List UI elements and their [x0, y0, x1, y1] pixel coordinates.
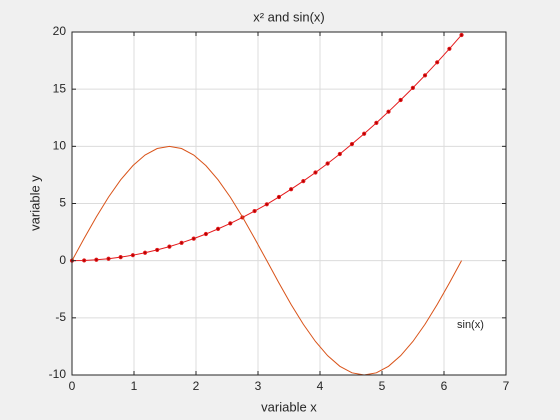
marker — [142, 250, 148, 255]
marker — [349, 141, 355, 147]
marker — [155, 247, 160, 253]
marker — [289, 187, 294, 192]
x-tick-label: 0 — [69, 379, 76, 393]
marker — [264, 202, 269, 207]
x-tick-label: 4 — [317, 379, 324, 393]
marker — [215, 226, 221, 231]
x-tick-label: 7 — [503, 379, 510, 393]
marker — [447, 46, 452, 51]
x-tick-label: 5 — [379, 379, 386, 393]
marker — [167, 244, 172, 249]
y-tick-label: 0 — [59, 253, 66, 267]
marker — [228, 221, 233, 226]
x-tick-label: 2 — [193, 379, 200, 393]
x-axis-label: variable x — [261, 399, 317, 414]
x-tick-label: 6 — [441, 379, 448, 393]
marker — [362, 131, 367, 136]
marker — [386, 109, 391, 114]
y-tick-label: 5 — [59, 196, 66, 210]
marker — [191, 236, 196, 241]
marker — [301, 178, 306, 184]
marker — [398, 97, 403, 103]
y-tick-label: -5 — [55, 310, 66, 324]
marker — [130, 253, 135, 258]
marker — [94, 257, 99, 262]
marker — [435, 60, 440, 65]
y-axis-label: variable y — [27, 175, 42, 231]
marker — [313, 170, 318, 175]
marks — [69, 32, 464, 376]
chart-title: x² and sin(x) — [253, 9, 325, 24]
marker — [276, 194, 282, 200]
marker — [82, 258, 87, 263]
line — [71, 145, 462, 376]
marker — [179, 240, 184, 245]
y-tick-label: 20 — [53, 24, 67, 38]
marker — [410, 85, 415, 91]
marker — [325, 161, 330, 166]
marker — [337, 151, 342, 157]
marker — [459, 32, 464, 38]
y-tick-label: -10 — [49, 367, 67, 381]
marker — [106, 256, 111, 261]
marker — [374, 120, 379, 125]
x-tick-label: 1 — [131, 379, 138, 393]
y-tick-label: 10 — [53, 139, 67, 153]
marker — [203, 231, 209, 237]
y-tick-label: 15 — [53, 81, 67, 95]
marker — [252, 208, 257, 214]
annotation: sin(x) — [457, 319, 484, 331]
marker — [118, 255, 123, 260]
marker — [422, 73, 428, 78]
x-tick-label: 3 — [255, 379, 262, 393]
